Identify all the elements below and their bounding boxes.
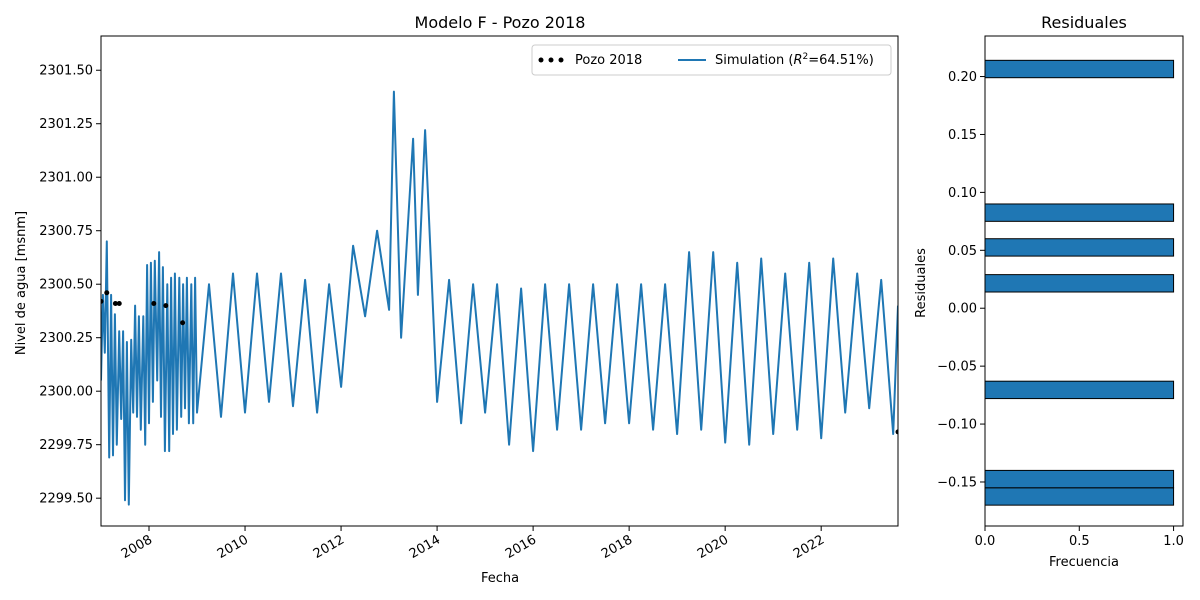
main-chart-title: Modelo F - Pozo 2018 (415, 13, 586, 32)
residual-x-tick-label: 1.0 (1163, 534, 1184, 549)
main-y-tick-label: 2301.00 (39, 171, 93, 186)
residual-y-tick-label: 0.10 (948, 186, 977, 201)
main-x-tick-label: 2018 (599, 532, 635, 562)
main-y-tick-label: 2300.50 (39, 278, 93, 293)
observed-point (112, 300, 118, 306)
residual-x-tick-label: 0.5 (1069, 534, 1090, 549)
residual-bars-layer (984, 59, 1175, 506)
legend-box (531, 44, 892, 76)
observed-point (895, 429, 898, 435)
legend-simulation-label: Simulation (R2=64.51%) (715, 52, 874, 68)
residual-bar (984, 203, 1175, 222)
main-y-tick-label: 2300.75 (39, 224, 93, 239)
main-x-tick-label: 2012 (311, 532, 347, 562)
main-x-tick-label: 2022 (791, 532, 827, 562)
main-plot-frame (100, 35, 899, 527)
main-y-tick-label: 2300.25 (39, 331, 93, 346)
residual-bar (984, 238, 1175, 257)
water-level-chart: Modelo F - Pozo 2018 2299.50 2299.75 2300.… (14, 13, 899, 586)
simulation-line (101, 90, 898, 506)
main-x-axis-label: Fecha (481, 571, 519, 586)
residual-y-tick-label: 0.20 (948, 70, 977, 85)
main-y-tick-label: 2301.25 (39, 117, 93, 132)
observed-point (104, 290, 110, 296)
residual-y-tick-label: 0.05 (948, 244, 977, 259)
residual-y-tick-label: −0.15 (937, 475, 977, 490)
legend-r2-value: =64.51%) (808, 53, 874, 68)
residual-bar (984, 59, 1175, 79)
main-y-tick-label: 2301.50 (39, 64, 93, 79)
observed-point (151, 300, 157, 306)
residual-axis-ticks: −0.15 −0.10 −0.05 0.00 0.05 0.10 0.15 0.20 0.0 0.… (937, 70, 1184, 549)
main-y-tick-label: 2299.50 (39, 492, 93, 507)
residuals-plot-frame (984, 35, 1184, 527)
observed-point (101, 298, 104, 304)
legend-observed-label: Pozo 2018 (575, 53, 642, 68)
legend-r2-base: R (793, 53, 802, 68)
residual-y-tick-label: −0.10 (937, 418, 977, 433)
main-series-layer (101, 90, 898, 506)
residuals-chart-title: Residuales (1041, 13, 1127, 32)
residual-bar (984, 469, 1175, 489)
residual-x-tick-label: 0.0 (975, 534, 996, 549)
main-x-tick-label: 2008 (119, 532, 155, 562)
residual-y-tick-label: 0.15 (948, 128, 977, 143)
observed-point (163, 303, 169, 309)
legend-simulation-text: Simulation ( (715, 53, 793, 68)
main-x-tick-label: 2020 (695, 532, 731, 562)
legend: Pozo 2018 Simulation (R2=64.51%) (531, 44, 892, 76)
residual-y-tick-label: 0.00 (948, 302, 977, 317)
main-y-axis-label: Nivel de agua [msnm] (14, 211, 29, 355)
main-x-tick-label: 2016 (503, 532, 539, 562)
residuals-y-axis-label: Residuales (914, 248, 929, 318)
residual-bar (984, 380, 1175, 400)
residual-y-tick-label: −0.05 (937, 360, 977, 375)
main-y-tick-label: 2300.00 (39, 385, 93, 400)
main-x-tick-label: 2014 (407, 532, 443, 562)
observed-point (180, 320, 186, 326)
observed-point (116, 300, 122, 306)
residual-bar (984, 274, 1175, 293)
residuals-x-axis-label: Frecuencia (1049, 555, 1119, 570)
main-x-tick-label: 2010 (215, 532, 251, 562)
residuals-histogram: Residuales −0.15 −0.10 −0.05 0.00 0.05 0.10 0.… (914, 13, 1184, 570)
legend-observed-marker (538, 57, 564, 63)
legend-r2-exponent: 2 (803, 52, 809, 62)
main-y-tick-label: 2299.75 (39, 438, 93, 453)
residual-bar (984, 487, 1175, 506)
